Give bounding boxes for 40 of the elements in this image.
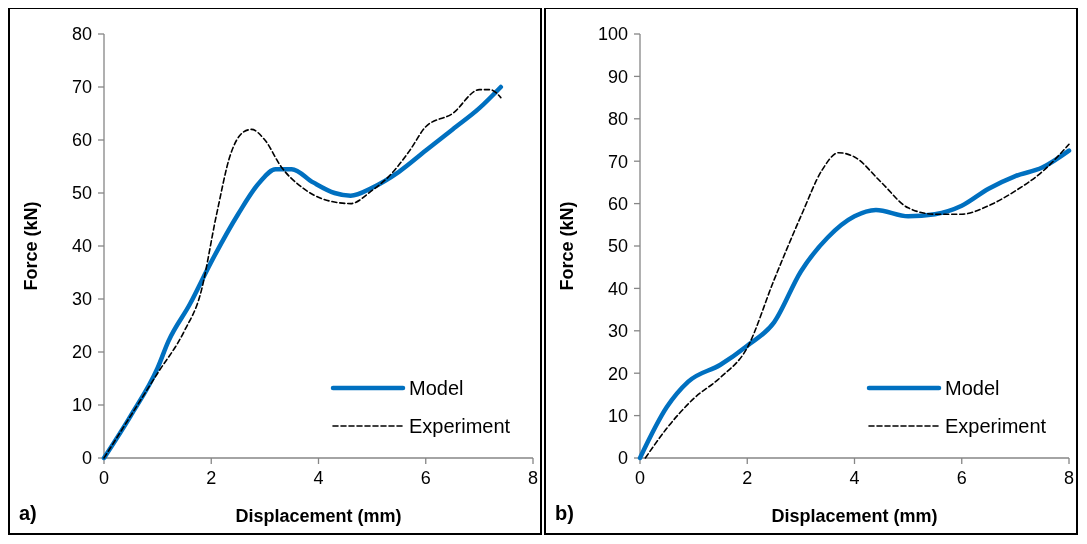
y-axis-title: Force (kN) [21, 201, 41, 291]
y-tick-label: 50 [71, 183, 92, 204]
y-tick-label: 30 [71, 289, 92, 310]
x-tick-label: 0 [98, 468, 110, 488]
y-tick-label: 10 [607, 405, 628, 426]
x-tick-label: 2 [742, 468, 753, 488]
x-tick-label: 6 [420, 468, 431, 488]
legend-label: Experiment [409, 415, 511, 437]
x-axis-title: Displacement (mm) [771, 506, 938, 526]
y-tick-label: 0 [81, 448, 92, 469]
y-tick-label: 20 [71, 342, 92, 363]
y-tick-label: 70 [607, 151, 628, 172]
y-tick-label: 80 [607, 109, 628, 130]
y-tick-label: 100 [597, 24, 628, 45]
y-tick-label: 40 [607, 278, 628, 299]
y-tick-label: 40 [71, 236, 92, 257]
y-tick-label: 60 [71, 130, 92, 151]
y-tick-label: 60 [607, 193, 628, 214]
legend-label: Experiment [945, 415, 1047, 437]
x-tick-label: 8 [527, 468, 539, 488]
y-tick-label: 20 [607, 363, 628, 384]
x-tick-label: 0 [634, 468, 646, 488]
x-tick-label: 4 [849, 468, 860, 488]
x-tick-label: 2 [206, 468, 217, 488]
x-axis-title: Displacement (mm) [235, 506, 402, 526]
y-tick-label: 70 [71, 77, 92, 98]
y-tick-label: 50 [607, 236, 628, 257]
x-tick-label: 6 [956, 468, 967, 488]
text: b) [555, 502, 574, 524]
y-tick-label: 30 [607, 321, 628, 342]
y-tick-label: 10 [71, 395, 92, 416]
x-tick-label: 8 [1063, 468, 1075, 488]
y-tick-label: 90 [607, 66, 628, 87]
x-tick-label: 4 [313, 468, 324, 488]
legend-label: Model [409, 377, 464, 399]
y-axis-title: Force (kN) [557, 201, 577, 291]
legend-label: Model [945, 377, 1000, 399]
y-tick-label: 0 [617, 448, 628, 469]
text: a) [19, 502, 37, 524]
y-tick-label: 80 [71, 24, 92, 45]
